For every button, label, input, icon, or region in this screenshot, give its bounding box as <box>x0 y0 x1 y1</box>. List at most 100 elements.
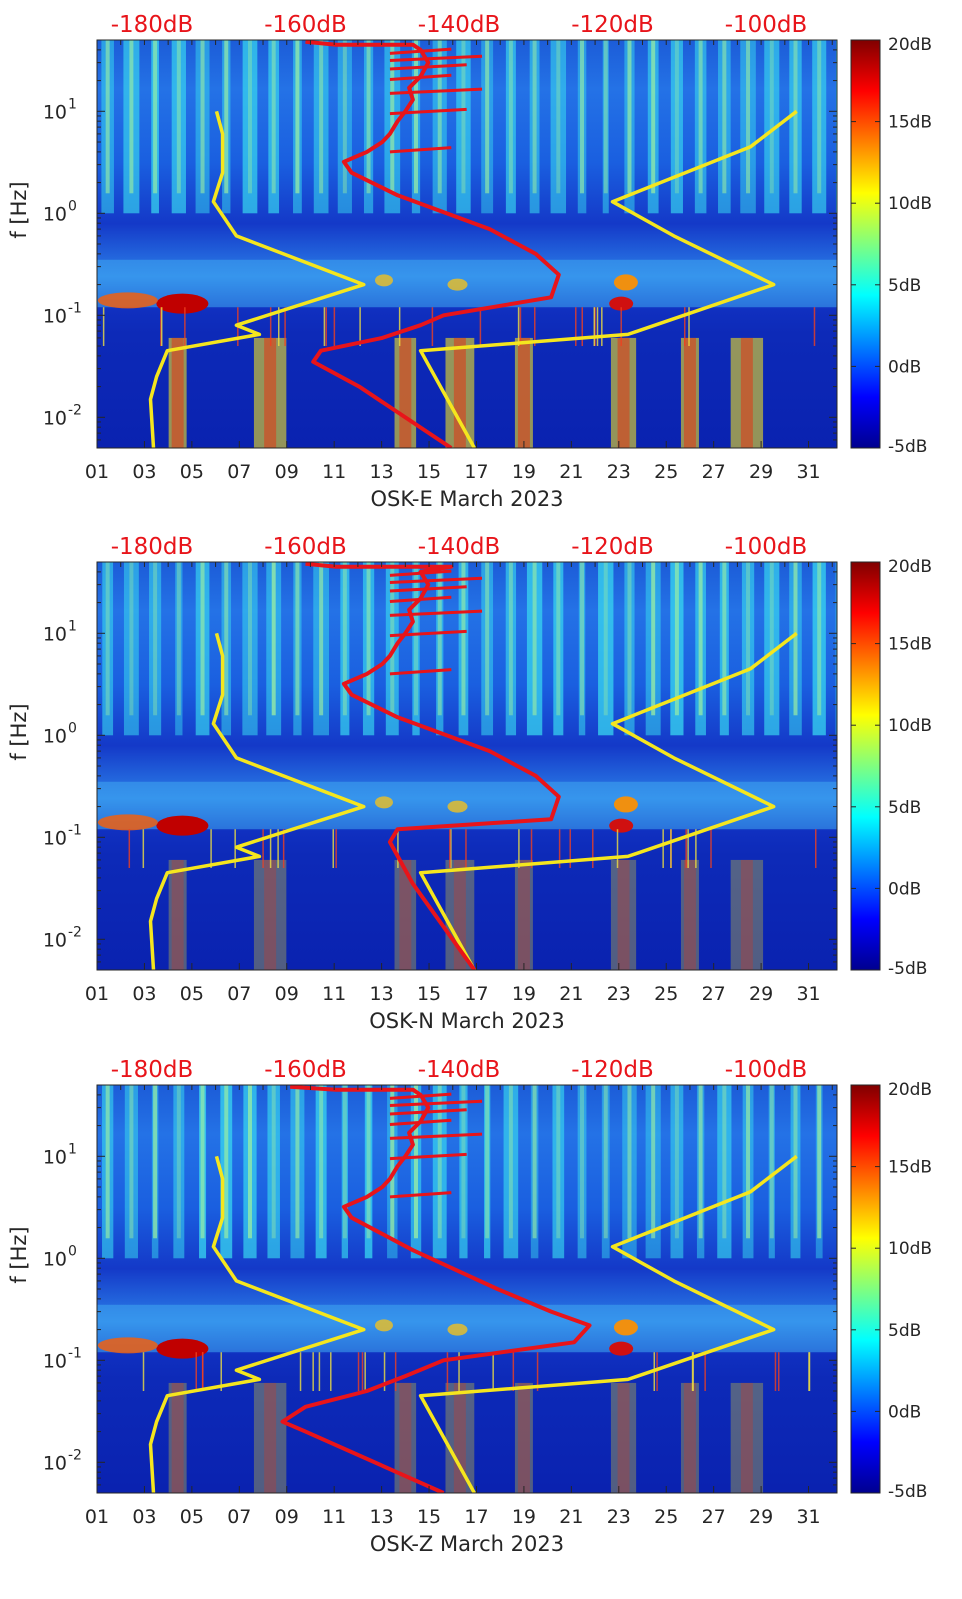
y-axis-label: f [Hz] <box>7 703 31 760</box>
y-tick-label: 10 0 <box>43 1243 77 1270</box>
lowfreq-column <box>680 859 699 970</box>
day-streak-core <box>366 562 371 716</box>
lowfreq-column-core <box>517 859 530 970</box>
day-streak <box>505 40 516 214</box>
day-streak <box>835 40 837 214</box>
day-streak <box>505 562 517 736</box>
lowfreq-column-core <box>171 859 184 970</box>
colorbar-label: 10dB <box>888 1239 932 1259</box>
day-streak-core <box>224 562 229 716</box>
colorbar-label: 10dB <box>888 716 932 736</box>
x-tick-label: 21 <box>559 461 583 483</box>
day-streak-core <box>580 40 585 194</box>
yellow-model-curve <box>418 1154 798 1493</box>
day-streak-core <box>129 1085 134 1239</box>
day-streak <box>412 562 420 736</box>
top-db-label: -180dB <box>111 1057 194 1083</box>
spectrogram-area <box>97 1085 837 1493</box>
spectrogram-area <box>97 40 837 448</box>
red-noise-jag <box>389 585 467 593</box>
day-streak-core <box>105 1085 110 1239</box>
day-streak-core <box>224 40 229 194</box>
colorbar-label: 20dB <box>888 35 932 55</box>
red-noise-curve <box>305 562 561 970</box>
day-streak-core <box>414 1085 419 1239</box>
day-streak-core <box>153 40 158 194</box>
storm-patch <box>613 796 638 813</box>
y-tick-exponent: -2 <box>68 1447 82 1463</box>
y-tick-label: 10 0 <box>43 198 77 225</box>
y-tick-label: 10 -2 <box>43 924 82 951</box>
lowfreq-column <box>253 859 287 970</box>
day-streak-core <box>461 40 466 194</box>
yellow-model-curve <box>418 631 798 970</box>
y-tick-mantissa: 10 <box>43 1248 67 1270</box>
top-db-label: -180dB <box>111 12 194 38</box>
x-tick-label: 21 <box>559 1506 583 1528</box>
day-streak <box>242 40 258 214</box>
colorbar-label: 5dB <box>888 798 921 818</box>
day-streak <box>268 40 280 214</box>
x-tick-label: 19 <box>512 461 536 483</box>
day-streak <box>149 562 162 736</box>
x-tick-label: 09 <box>275 983 299 1005</box>
day-streak-core <box>746 562 751 716</box>
lowfreq-column-core <box>264 859 277 970</box>
day-streak-core <box>390 40 395 194</box>
day-streak-core <box>153 1085 158 1239</box>
spectrogram-area <box>97 562 837 970</box>
y-tick-mantissa: 10 <box>43 407 67 429</box>
day-streak-core <box>485 562 490 716</box>
lowfreq-column-core <box>517 1382 530 1493</box>
day-streak-core <box>200 40 205 194</box>
storm-patch <box>374 796 393 809</box>
day-streak-core <box>627 562 632 716</box>
lowfreq-column-core <box>171 1382 184 1493</box>
day-streak-core <box>224 1085 229 1239</box>
colorbar <box>850 39 881 449</box>
day-streak-core <box>722 40 727 194</box>
top-db-label: -100dB <box>725 534 808 560</box>
day-streak <box>598 562 614 736</box>
storm-patch <box>447 800 468 813</box>
day-streak-core <box>746 40 751 194</box>
colorbar-label: 0dB <box>888 879 921 899</box>
x-tick-label: 19 <box>512 983 536 1005</box>
lowfreq-column <box>730 1382 764 1493</box>
day-streak-core <box>319 562 324 716</box>
y-tick-label: 10 -2 <box>43 1447 82 1474</box>
storm-patch <box>447 1323 468 1336</box>
day-streak-core <box>580 1085 585 1239</box>
x-tick-label: 27 <box>702 461 726 483</box>
colorbar-label: -5dB <box>888 1482 927 1502</box>
y-tick-mantissa: 10 <box>43 725 67 747</box>
x-tick-label: 01 <box>85 1506 109 1528</box>
top-db-label: -100dB <box>725 1057 808 1083</box>
y-axis-label: f [Hz] <box>7 181 31 238</box>
y-tick-label: 10 -1 <box>43 1345 82 1372</box>
colorbar-label: 5dB <box>888 1321 921 1341</box>
y-tick-exponent: -1 <box>68 1345 82 1361</box>
lowfreq-column-core <box>740 337 753 448</box>
day-streak-core <box>319 40 324 194</box>
day-streak <box>764 40 780 214</box>
day-streak-core <box>176 40 181 194</box>
day-streak-core <box>271 562 276 716</box>
y-tick-mantissa: 10 <box>43 623 67 645</box>
day-streak-core <box>603 1085 608 1239</box>
y-tick-exponent: 0 <box>68 198 77 214</box>
day-streak <box>670 40 683 214</box>
day-streak-core <box>603 40 608 194</box>
day-streak-core <box>722 1085 727 1239</box>
day-streak-core <box>247 40 252 194</box>
day-streak-core <box>247 562 252 716</box>
day-streak-core <box>769 1085 774 1239</box>
red-noise-jag <box>389 609 483 617</box>
y-tick-exponent: 1 <box>68 96 77 112</box>
storm-patch <box>97 292 158 309</box>
day-streak-core <box>793 562 798 716</box>
day-streak-core <box>508 1085 513 1239</box>
day-streak-core <box>414 562 419 716</box>
lowfreq-column-core <box>399 337 412 448</box>
x-tick-label: 03 <box>132 461 156 483</box>
